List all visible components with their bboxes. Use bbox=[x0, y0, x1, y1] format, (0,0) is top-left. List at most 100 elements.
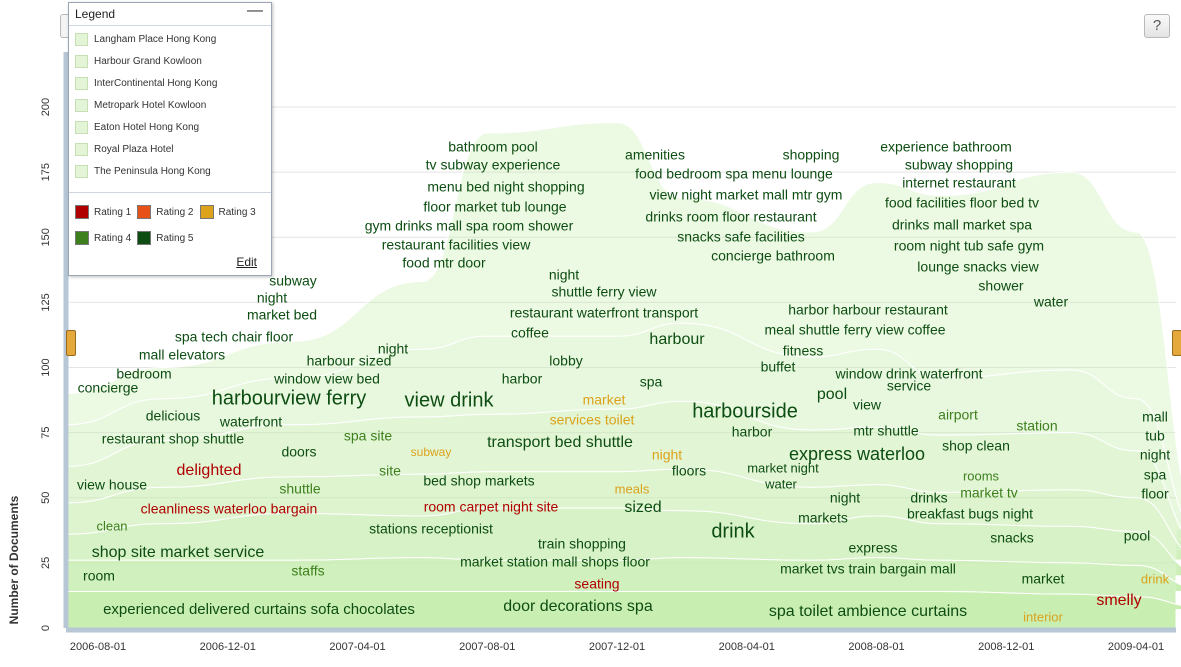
word-label[interactable]: gym drinks mall spa room shower bbox=[365, 218, 574, 234]
word-label[interactable]: night bbox=[549, 267, 579, 283]
word-label[interactable]: subway shopping bbox=[905, 157, 1013, 173]
word-label[interactable]: shower bbox=[978, 278, 1023, 294]
right-range-handle[interactable] bbox=[1172, 330, 1181, 356]
word-label[interactable]: harbourside bbox=[692, 400, 798, 422]
word-label[interactable]: floor market tub lounge bbox=[423, 199, 566, 215]
word-label[interactable]: window drink waterfront bbox=[834, 366, 982, 382]
word-label[interactable]: spa toilet ambience curtains bbox=[769, 603, 967, 620]
legend-rating-item[interactable]: Rating 5 bbox=[137, 231, 194, 245]
legend-hotel-item[interactable]: InterContinental Hong Kong bbox=[75, 72, 271, 94]
word-label[interactable]: shopping bbox=[783, 147, 840, 163]
word-label[interactable]: food mtr door bbox=[402, 255, 486, 271]
word-label[interactable]: restaurant shop shuttle bbox=[102, 431, 245, 447]
word-label[interactable]: tub bbox=[1145, 428, 1165, 444]
word-label[interactable]: express bbox=[848, 540, 897, 556]
legend-hotel-item[interactable]: Metropark Hotel Kowloon bbox=[75, 94, 271, 116]
word-label[interactable]: pool bbox=[1124, 528, 1150, 544]
word-label[interactable]: water bbox=[764, 476, 797, 491]
word-label[interactable]: rooms bbox=[963, 468, 1000, 483]
word-label[interactable]: meal shuttle ferry view coffee bbox=[764, 322, 945, 338]
word-label[interactable]: mtr shuttle bbox=[853, 423, 919, 439]
word-label[interactable]: meals bbox=[615, 481, 650, 496]
word-label[interactable]: night bbox=[378, 341, 408, 357]
word-label[interactable]: harbor bbox=[732, 424, 773, 440]
word-label[interactable]: mall bbox=[1142, 409, 1168, 425]
word-label[interactable]: night bbox=[1140, 447, 1170, 463]
word-label[interactable]: drinks bbox=[910, 490, 947, 506]
word-label[interactable]: subway bbox=[411, 445, 452, 459]
word-label[interactable]: night bbox=[257, 290, 287, 306]
word-label[interactable]: seating bbox=[574, 576, 619, 592]
legend-rating-item[interactable]: Rating 1 bbox=[75, 205, 131, 219]
word-label[interactable]: pool bbox=[817, 386, 847, 403]
word-label[interactable]: restaurant facilities view bbox=[382, 237, 532, 253]
word-label[interactable]: food bedroom spa menu lounge bbox=[635, 166, 833, 182]
legend-rating-item[interactable]: Rating 3 bbox=[199, 205, 256, 219]
word-label[interactable]: doors bbox=[281, 444, 316, 460]
word-label[interactable]: bedroom bbox=[116, 366, 171, 382]
word-label[interactable]: markets bbox=[798, 510, 848, 526]
word-label[interactable]: room night tub safe gym bbox=[894, 238, 1044, 254]
word-label[interactable]: market bbox=[1022, 571, 1065, 587]
word-label[interactable]: experienced delivered curtains sofa choc… bbox=[103, 601, 415, 618]
word-label[interactable]: view drink bbox=[405, 389, 495, 411]
word-label[interactable]: breakfast bugs night bbox=[907, 506, 1033, 522]
legend-hotel-item[interactable]: The Peninsula Hong Kong bbox=[75, 160, 271, 182]
word-label[interactable]: spa bbox=[1144, 467, 1167, 483]
word-label[interactable]: harbour sized bbox=[307, 353, 392, 369]
word-label[interactable]: shuttle ferry view bbox=[551, 284, 657, 300]
legend-hotel-item[interactable]: Langham Place Hong Kong bbox=[75, 28, 271, 50]
word-label[interactable]: door decorations spa bbox=[503, 598, 653, 615]
word-label[interactable]: market night bbox=[747, 460, 819, 475]
word-label[interactable]: clean bbox=[96, 518, 127, 533]
word-label[interactable]: mall elevators bbox=[139, 347, 225, 363]
word-label[interactable]: shop site market service bbox=[92, 544, 265, 561]
word-label[interactable]: drink bbox=[1141, 571, 1170, 586]
word-label[interactable]: snacks safe facilities bbox=[677, 229, 805, 245]
word-label[interactable]: services toilet bbox=[550, 412, 635, 428]
left-range-handle[interactable] bbox=[66, 330, 76, 356]
word-label[interactable]: shop clean bbox=[942, 438, 1010, 454]
word-label[interactable]: shuttle bbox=[279, 481, 320, 497]
word-label[interactable]: express waterloo bbox=[789, 444, 925, 464]
word-label[interactable]: spa tech chair floor bbox=[175, 329, 294, 345]
minimize-icon[interactable]: — bbox=[247, 2, 263, 19]
legend-rating-item[interactable]: Rating 4 bbox=[75, 231, 131, 245]
word-label[interactable]: tv subway experience bbox=[426, 157, 561, 173]
help-button[interactable]: ? bbox=[1144, 14, 1170, 38]
word-label[interactable]: floors bbox=[672, 463, 706, 479]
word-label[interactable]: interior bbox=[1023, 609, 1063, 624]
word-label[interactable]: site bbox=[379, 463, 401, 479]
legend-hotel-item[interactable]: Royal Plaza Hotel bbox=[75, 138, 271, 160]
word-label[interactable]: waterfront bbox=[219, 414, 282, 430]
word-label[interactable]: room bbox=[83, 568, 115, 584]
legend-hotel-item[interactable]: Eaton Hotel Hong Kong bbox=[75, 116, 271, 138]
word-label[interactable]: lounge snacks view bbox=[917, 259, 1039, 275]
word-label[interactable]: snacks bbox=[990, 530, 1034, 546]
word-label[interactable]: coffee bbox=[511, 325, 549, 341]
word-label[interactable]: restaurant waterfront transport bbox=[510, 305, 698, 321]
word-label[interactable]: sized bbox=[624, 499, 661, 516]
word-label[interactable]: view house bbox=[77, 477, 147, 493]
word-label[interactable]: harbor bbox=[502, 371, 543, 387]
word-label[interactable]: night bbox=[830, 490, 860, 506]
word-label[interactable]: delighted bbox=[177, 462, 242, 479]
word-label[interactable]: market tv bbox=[960, 485, 1018, 501]
toolbar-button[interactable] bbox=[60, 14, 71, 38]
word-label[interactable]: window view bed bbox=[273, 371, 380, 387]
word-label[interactable]: smelly bbox=[1096, 592, 1141, 609]
word-label[interactable]: view bbox=[853, 397, 882, 413]
word-label[interactable]: market bbox=[583, 392, 626, 408]
word-label[interactable]: market tvs train bargain mall bbox=[780, 561, 956, 577]
word-label[interactable]: cleanliness waterloo bargain bbox=[141, 501, 318, 517]
word-label[interactable]: room carpet night site bbox=[424, 499, 559, 515]
word-label[interactable]: subway bbox=[269, 273, 316, 289]
word-label[interactable]: airport bbox=[938, 407, 978, 423]
word-label[interactable]: bed shop markets bbox=[423, 473, 534, 489]
word-label[interactable]: night bbox=[652, 447, 682, 463]
word-label[interactable]: service bbox=[887, 378, 932, 394]
word-label[interactable]: drink bbox=[711, 520, 755, 542]
word-label[interactable]: internet restaurant bbox=[902, 175, 1016, 191]
word-label[interactable]: delicious bbox=[146, 408, 200, 424]
word-label[interactable]: market bed bbox=[247, 307, 317, 323]
